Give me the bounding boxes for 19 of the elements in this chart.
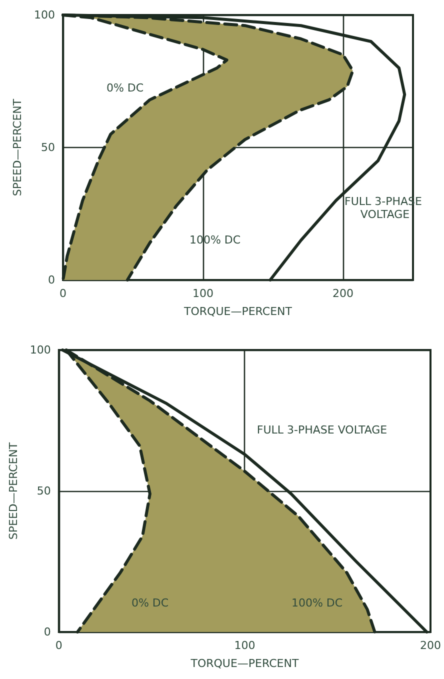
series-label: 0% DC — [106, 82, 144, 94]
y-tick-label: 0 — [44, 626, 51, 638]
series-label: FULL 3-PHASE VOLTAGE — [256, 424, 388, 436]
x-tick-label: 200 — [332, 287, 354, 300]
series-label: 100% DC — [291, 596, 343, 610]
y-tick-label: 100 — [34, 8, 55, 22]
x-axis-title: TORQUE—PERCENT — [183, 305, 292, 318]
y-axis-title: SPEED—PERCENT — [11, 98, 24, 196]
y-axis-title: SPEED—PERCENT — [7, 442, 20, 540]
x-tick-label: 100 — [192, 287, 214, 300]
x-tick-label: 200 — [420, 639, 441, 652]
y-tick-label: 100 — [30, 344, 51, 356]
x-tick-label: 0 — [60, 287, 66, 300]
y-tick-label: 50 — [41, 141, 55, 154]
y-tick-label: 50 — [36, 484, 51, 498]
text: 0% DC — [131, 596, 169, 610]
y-tick-label: 0 — [48, 274, 55, 286]
x-tick-label: 100 — [234, 639, 256, 652]
x-axis-title: TORQUE—PERCENT — [190, 657, 299, 670]
